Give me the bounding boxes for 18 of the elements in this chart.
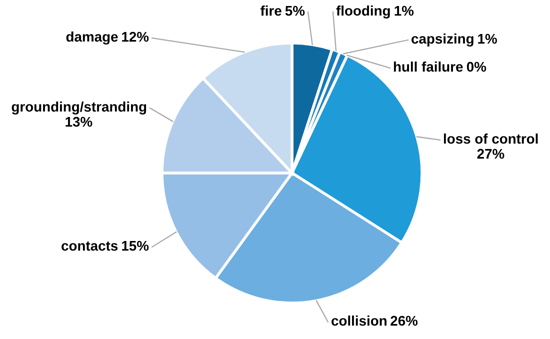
legend-label: hull failure <box>394 62 463 72</box>
slice-label: grounding/stranding <box>12 101 146 115</box>
data-label: 1% <box>478 34 497 44</box>
slice-label: contacts <box>62 242 118 251</box>
data-label: 13% <box>66 116 92 127</box>
slice-label: fire <box>260 6 282 16</box>
data-label: 12% <box>122 32 149 42</box>
slice-label: loss of control <box>444 134 538 144</box>
slice-label: flooding <box>336 5 390 19</box>
slice-label: damage <box>66 31 118 45</box>
data-label: 27% <box>477 148 504 159</box>
slice-label: collision <box>332 316 386 326</box>
text: 0% <box>466 62 486 72</box>
data-label: 5% <box>285 6 305 16</box>
data-label: 15% <box>122 240 149 251</box>
data-label: 26% <box>390 316 418 326</box>
data-label: 1% <box>394 6 414 16</box>
slice-label: capsizing <box>412 33 474 47</box>
